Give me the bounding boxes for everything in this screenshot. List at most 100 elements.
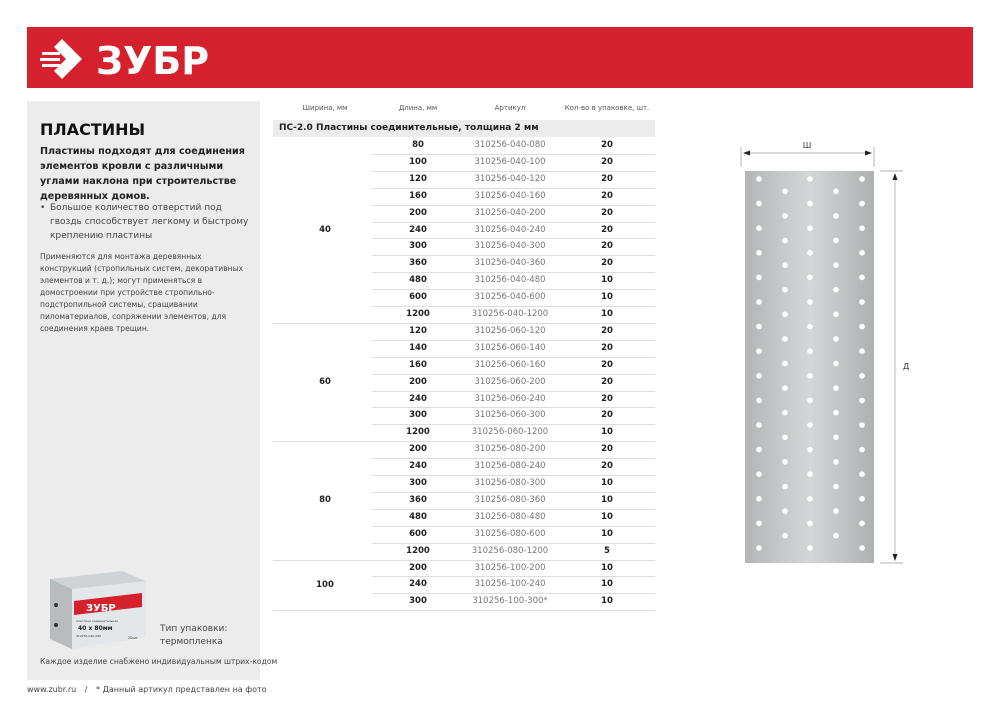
table-row: 240 310256-060-240 20 xyxy=(273,391,655,408)
quantity-cell: 5 xyxy=(604,545,610,556)
length-cell: 1200 xyxy=(406,309,430,319)
nail-hole xyxy=(807,323,813,330)
row-divider xyxy=(273,610,655,612)
quantity-cell: 10 xyxy=(601,494,613,505)
length-cell: 600 xyxy=(409,292,427,303)
length-cell: 120 xyxy=(409,173,427,184)
quantity-cell: 20 xyxy=(601,207,613,218)
article-cell: 310256-060-160 xyxy=(474,359,546,370)
table-row: 300 310256-100-300* 10 xyxy=(273,593,655,610)
nail-hole xyxy=(859,348,865,354)
nail-hole xyxy=(833,508,839,514)
site-link[interactable]: www.zubr.ru xyxy=(27,685,77,694)
nail-hole xyxy=(807,545,813,551)
table-row: 360 310256-080-360 10 xyxy=(273,492,655,509)
footer-note: * Данный артикул представлен на фото xyxy=(96,685,267,694)
table-row: 120 310256-040-120 20 xyxy=(273,171,655,188)
length-cell: 240 xyxy=(409,224,427,235)
package-photo: ЗУБР пластина соединительная 40 х 80мм 3… xyxy=(50,571,146,649)
header-width: Ширина, мм xyxy=(302,104,348,112)
row-divider xyxy=(372,170,655,172)
logo-text: ЗУБР xyxy=(96,39,209,81)
article-cell: 310256-080-200 xyxy=(474,444,546,455)
table-header: Ширина, мм Длина, мм Артикул Кол-во в уп… xyxy=(273,104,655,118)
article-cell: 310256-040-080 xyxy=(474,140,546,150)
table-row: 100 310256-040-100 20 xyxy=(273,154,655,171)
header-qty: Кол-во в упаковке, шт. xyxy=(564,104,650,112)
nail-hole xyxy=(756,520,762,527)
length-cell: 200 xyxy=(409,562,427,573)
quantity-cell: 20 xyxy=(601,359,613,370)
article-cell: 310256-040-1200 xyxy=(471,309,549,319)
table-row: 600 310256-080-600 10 xyxy=(273,526,655,543)
length-cell: 480 xyxy=(409,275,427,286)
length-cell: 1200 xyxy=(406,545,430,556)
nail-hole xyxy=(807,250,813,256)
nail-hole xyxy=(833,336,839,342)
article-cell: 310256-060-240 xyxy=(474,393,546,404)
length-cell: 240 xyxy=(409,461,427,472)
row-divider xyxy=(372,475,655,476)
nail-hole xyxy=(859,176,865,182)
box-size: 40 х 80мм xyxy=(78,625,113,632)
nail-hole xyxy=(782,286,788,293)
article-cell: 310256-040-300 xyxy=(474,241,546,252)
article-cell: 310256-080-240 xyxy=(474,461,546,472)
length-cell: 300 xyxy=(409,410,427,421)
article-cell: 310256-100-300* xyxy=(472,596,548,607)
article-cell: 310256-060-120 xyxy=(474,325,546,336)
length-cell: 480 xyxy=(409,511,427,522)
table-row: 200 310256-040-200 20 xyxy=(273,205,655,222)
row-divider xyxy=(372,306,655,307)
length-cell: 120 xyxy=(409,325,427,336)
nail-hole xyxy=(807,348,813,354)
nail-hole xyxy=(756,299,762,305)
nail-hole xyxy=(756,274,762,281)
nail-hole xyxy=(756,545,762,551)
box-article: 310256-040-080 xyxy=(76,634,101,638)
quantity-cell: 10 xyxy=(601,427,613,438)
box-qty: 20шт xyxy=(128,636,138,640)
nail-hole xyxy=(782,360,788,367)
nail-hole xyxy=(782,311,788,318)
row-divider xyxy=(372,424,655,426)
article-cell: 310256-060-140 xyxy=(474,342,546,353)
nail-hole xyxy=(756,225,762,231)
box-brand: ЗУБР xyxy=(86,603,116,614)
nail-hole xyxy=(859,373,865,379)
nail-hole xyxy=(756,422,762,428)
table-row: 1200 310256-060-1200 10 xyxy=(273,424,655,441)
nail-hole xyxy=(756,471,762,478)
nail-hole xyxy=(807,200,813,207)
quantity-cell: 20 xyxy=(601,224,613,235)
length-cell: 600 xyxy=(409,528,427,539)
table-row: 140 310256-060-140 20 xyxy=(273,340,655,357)
article-cell: 310256-080-600 xyxy=(474,528,546,539)
quantity-cell: 20 xyxy=(601,410,613,421)
row-divider xyxy=(372,272,655,274)
application-text: Применяются для монтажа деревянных конст… xyxy=(40,252,244,333)
article-cell: 310256-100-200 xyxy=(474,562,546,573)
table-row: 200 310256-080-200 20 xyxy=(273,441,655,458)
quantity-cell: 20 xyxy=(601,173,613,184)
article-cell: 310256-040-360 xyxy=(474,258,546,269)
row-divider xyxy=(372,458,655,460)
header-length: Длина, мм xyxy=(398,104,438,112)
nail-hole xyxy=(833,532,839,539)
nail-hole xyxy=(782,434,788,441)
length-cell: 80 xyxy=(412,140,424,150)
article-cell: 310256-100-240 xyxy=(474,579,546,590)
quantity-cell: 20 xyxy=(601,325,613,336)
length-cell: 200 xyxy=(409,376,427,387)
lead-text: Пластины подходят для соединения элемент… xyxy=(40,146,245,202)
quantity-cell: 20 xyxy=(601,258,613,269)
article-cell: 310256-040-120 xyxy=(474,173,546,184)
nail-hole xyxy=(833,286,839,293)
row-divider xyxy=(372,255,655,257)
article-cell: 310256-080-480 xyxy=(474,511,546,522)
table-row: 300 310256-060-300 20 xyxy=(273,407,655,424)
quantity-cell: 20 xyxy=(601,376,613,387)
nail-hole xyxy=(833,213,839,219)
nail-hole xyxy=(756,250,762,256)
width-cell: 80 xyxy=(319,495,331,506)
